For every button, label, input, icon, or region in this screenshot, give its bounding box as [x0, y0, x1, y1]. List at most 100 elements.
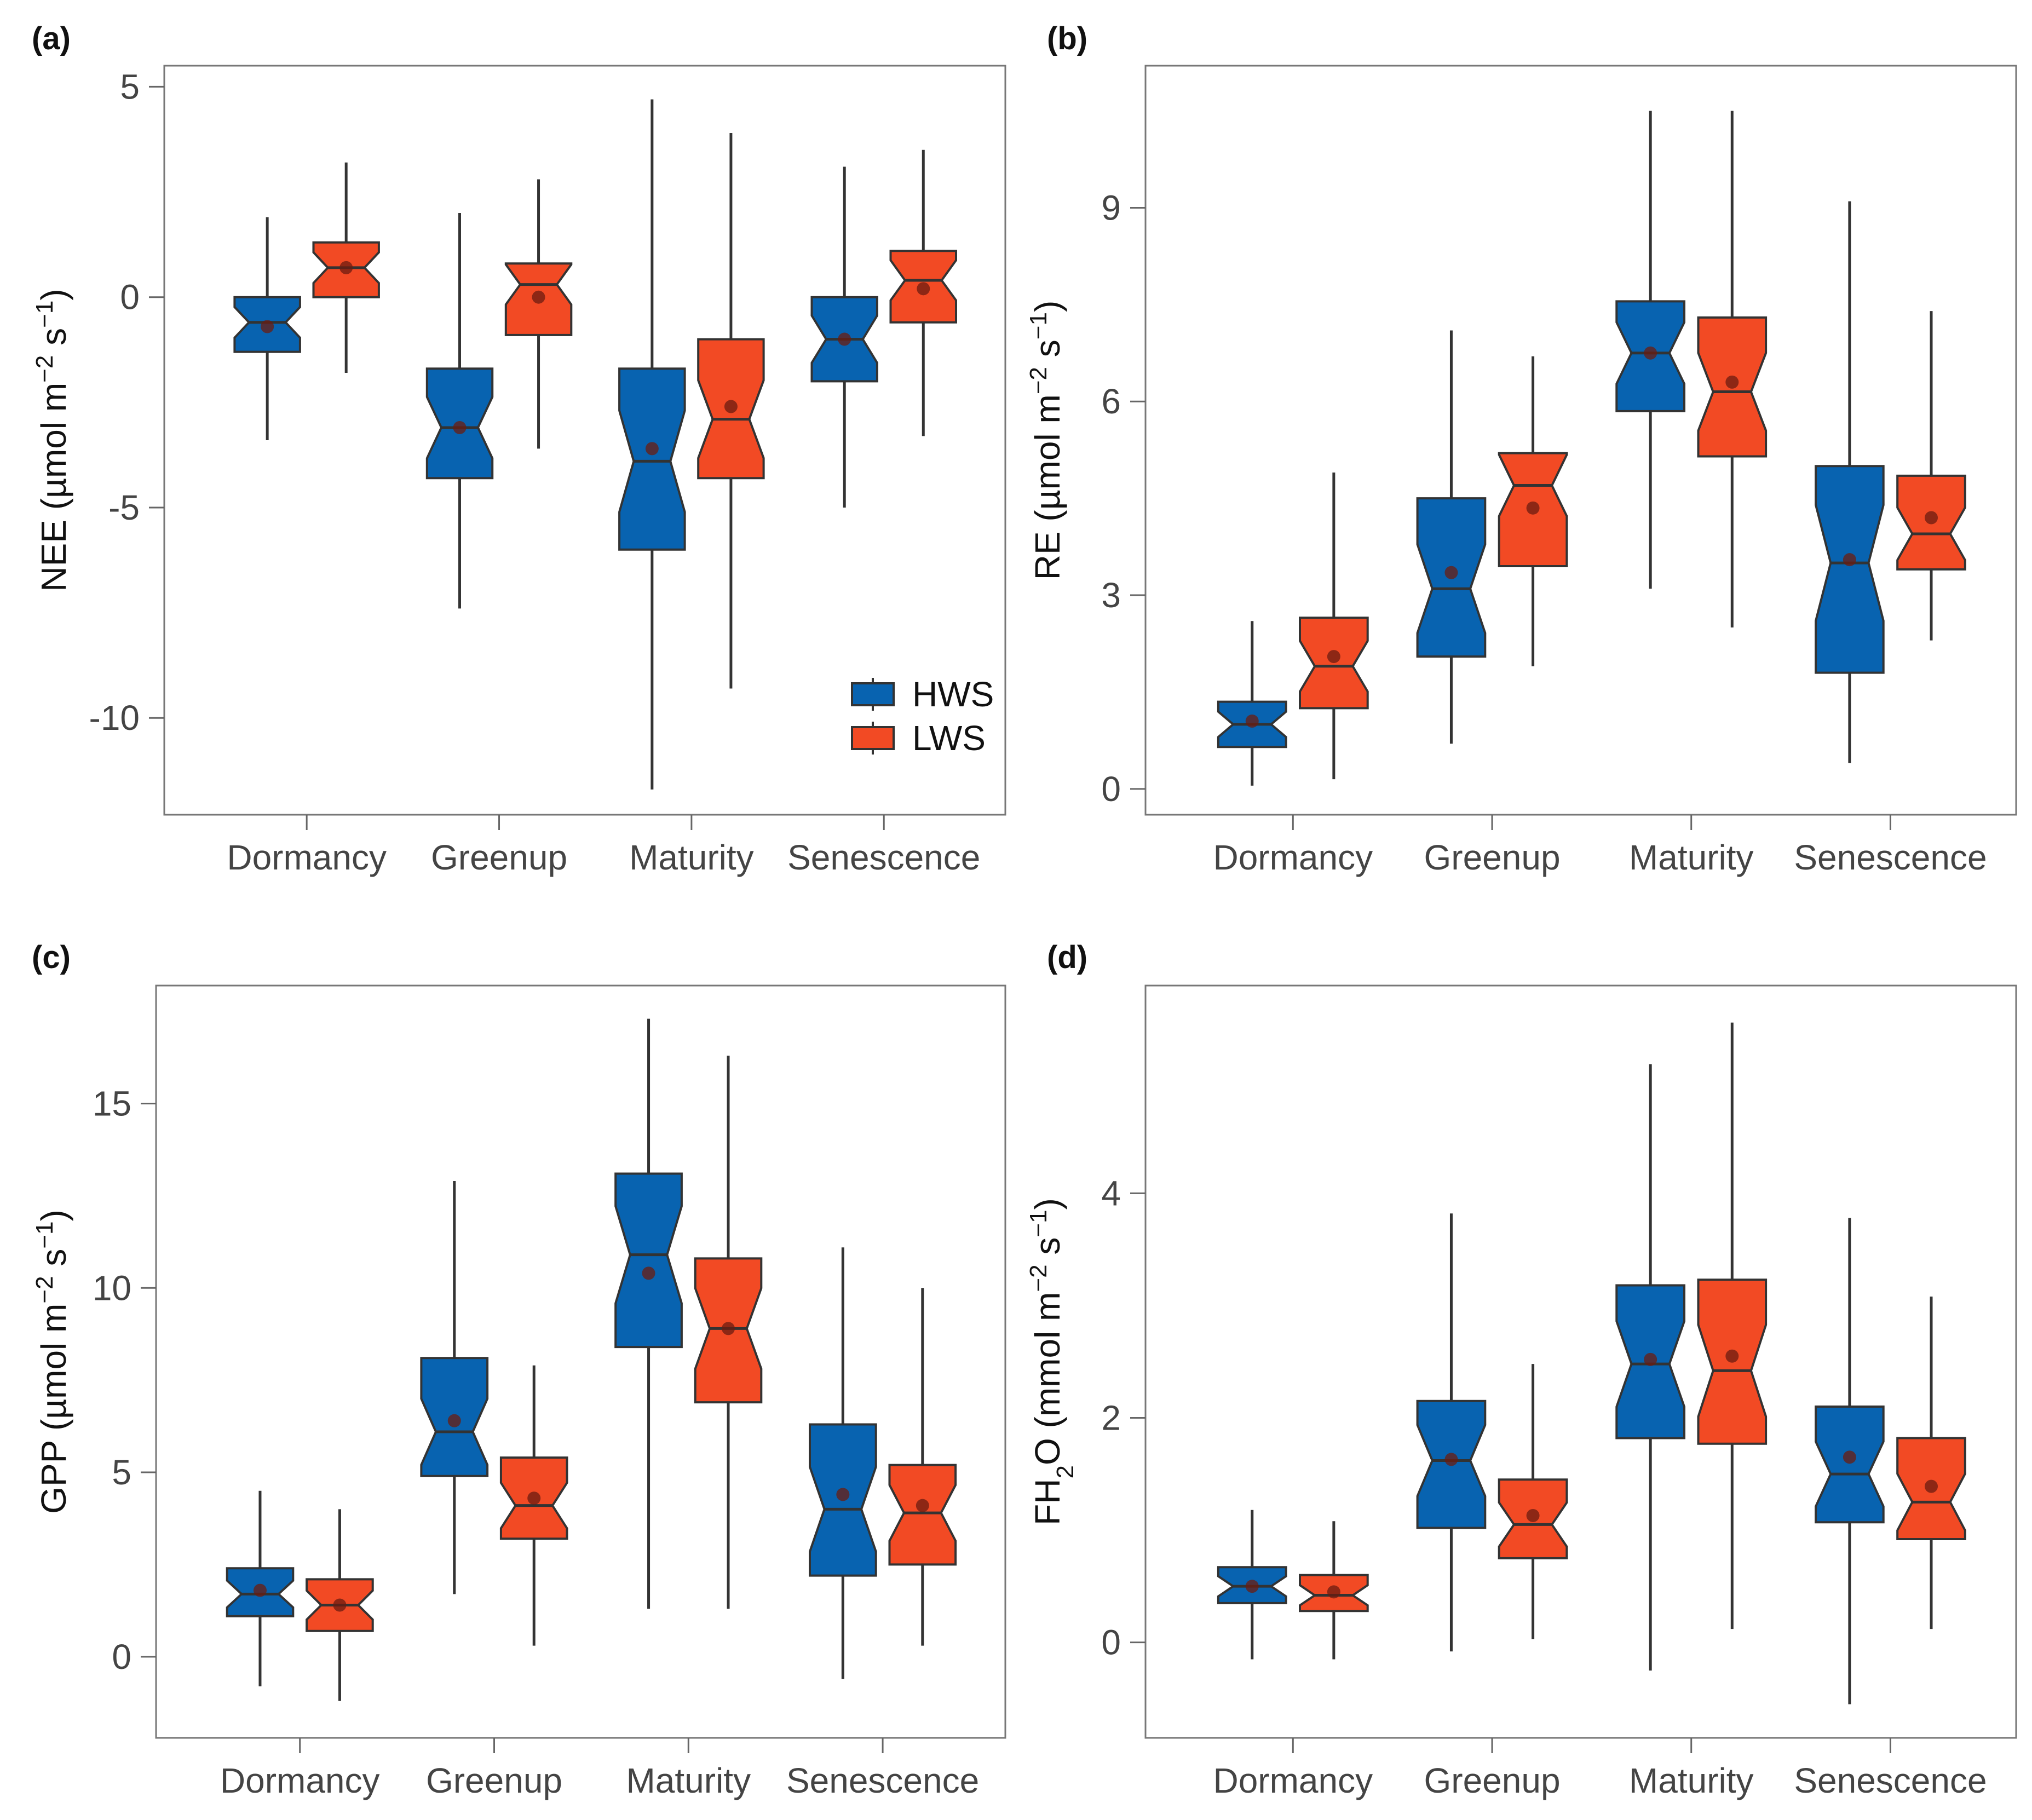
mean-point	[838, 332, 851, 346]
panel-label: (a)	[32, 21, 71, 56]
plot-frame	[155, 984, 1006, 1739]
y-axis-title: NEE (µmol m−2 s−1)	[31, 289, 74, 591]
legend-swatch	[851, 682, 895, 706]
mean-point	[1526, 501, 1540, 515]
y-axis-title-unit: (µmol m	[1028, 394, 1067, 531]
x-category-label: Maturity	[1629, 838, 1754, 877]
y-tick-label: 0	[1101, 769, 1121, 809]
box-hws-maturity	[1615, 1064, 1685, 1671]
x-category-label: Dormancy	[1213, 1761, 1373, 1800]
mean-point	[724, 400, 738, 413]
box-hws-senescence	[809, 1247, 877, 1679]
box-hws-senescence	[1815, 201, 1885, 763]
mean-point	[722, 1322, 735, 1335]
y-axis-title-main: NEE	[34, 520, 73, 592]
y-axis-title-unit: s	[34, 1249, 73, 1276]
x-category-label: Senescence	[1794, 1761, 1987, 1800]
y-axis-title-unit: )	[34, 1210, 73, 1221]
panel-label: (c)	[32, 940, 71, 975]
mean-point	[1526, 1508, 1540, 1522]
x-category-label: Senescence	[786, 1761, 979, 1800]
box-lws-dormancy	[1299, 472, 1369, 780]
box-lws-greenup	[499, 1365, 568, 1646]
box-lws-maturity	[1697, 111, 1768, 627]
legend-label: LWS	[912, 718, 986, 758]
y-axis-title-main: GPP	[34, 1441, 73, 1514]
plot-frame	[1144, 65, 2017, 816]
box-lws-senescence	[888, 1288, 957, 1646]
box-lws-maturity	[697, 133, 765, 689]
mean-point	[1444, 1453, 1458, 1466]
y-axis-title-unit: O (mmol m	[1028, 1292, 1067, 1465]
y-tick-label: 6	[1101, 382, 1121, 421]
mean-point	[917, 282, 930, 296]
box-body	[1815, 1406, 1885, 1524]
mean-point	[1327, 650, 1340, 664]
y-axis-title: RE (µmol m−2 s−1)	[1025, 301, 1068, 580]
mean-point	[1925, 511, 1938, 525]
box-lws-senescence	[1896, 311, 1966, 641]
box-hws-greenup	[425, 212, 494, 609]
mean-point	[1327, 1585, 1340, 1599]
x-category-label: Senescence	[1794, 838, 1987, 877]
x-category-label: Dormancy	[1213, 838, 1373, 877]
y-tick-label: 5	[120, 67, 140, 106]
y-axis-title-superscript: −2	[31, 1276, 58, 1303]
y-tick-label: 9	[1101, 188, 1121, 227]
x-category-label: Dormancy	[220, 1761, 380, 1800]
box-hws-greenup	[1416, 330, 1487, 744]
mean-point	[447, 1414, 461, 1427]
box-lws-dormancy	[1299, 1521, 1369, 1660]
mean-point	[916, 1499, 929, 1512]
mean-point	[1245, 1580, 1259, 1593]
mean-point	[453, 421, 467, 434]
y-axis-title-superscript: −1	[1025, 312, 1052, 339]
chart-panel-c: (c) 0 5 10 15 GPP (µmol m−2 s−1) Dormancy Green…	[31, 940, 1006, 1800]
mean-point	[261, 320, 274, 333]
y-tick-label: -10	[89, 698, 140, 738]
mean-point	[1925, 1479, 1938, 1493]
mean-point	[1725, 1349, 1739, 1363]
y-axis-title-superscript: −2	[31, 355, 58, 383]
box-body	[888, 1464, 957, 1566]
legend-label: HWS	[912, 675, 994, 714]
mean-point	[1725, 375, 1739, 389]
x-category-label: Dormancy	[227, 838, 387, 877]
y-tick-label: 2	[1101, 1398, 1121, 1438]
y-tick-label: 15	[93, 1084, 131, 1124]
mean-point	[1644, 1352, 1657, 1366]
y-axis-title-unit: (µmol m	[34, 1304, 73, 1441]
y-tick-label: 0	[120, 278, 140, 317]
plot-frame	[163, 65, 1006, 816]
mean-point	[1444, 566, 1458, 579]
box-hws-maturity	[1615, 111, 1685, 589]
mean-point	[253, 1583, 267, 1597]
mean-point	[642, 1266, 655, 1280]
y-axis-title-unit: s	[1028, 339, 1067, 367]
y-axis-title: GPP (µmol m−2 s−1)	[31, 1210, 74, 1514]
box-body	[618, 367, 686, 551]
box-lws-greenup	[1498, 356, 1568, 666]
chart-panel-b: (b) 0 3 6 9 RE (µmol m−2 s−1) Dormancy Greenup M…	[1025, 21, 2017, 877]
box-lws-dormancy	[312, 162, 380, 373]
y-axis-title: FH2O (mmol m−2 s−1)	[1025, 1198, 1079, 1525]
box-hws-dormancy	[1217, 621, 1287, 786]
mean-point	[1843, 553, 1856, 567]
box-body	[614, 1172, 683, 1349]
mean-point	[836, 1488, 850, 1501]
box-hws-senescence	[810, 166, 878, 508]
y-tick-label: 10	[93, 1268, 131, 1308]
box-lws-maturity	[1697, 1022, 1768, 1629]
mean-point	[1245, 715, 1259, 728]
panel-label: (b)	[1047, 21, 1087, 56]
box-hws-greenup	[420, 1180, 489, 1594]
box-lws-greenup	[1498, 1364, 1568, 1639]
mean-point	[1843, 1450, 1856, 1464]
y-axis-title-main: FH	[1028, 1479, 1067, 1525]
y-tick-label: -5	[108, 488, 140, 527]
mean-point	[532, 290, 545, 304]
mean-point	[333, 1598, 347, 1612]
